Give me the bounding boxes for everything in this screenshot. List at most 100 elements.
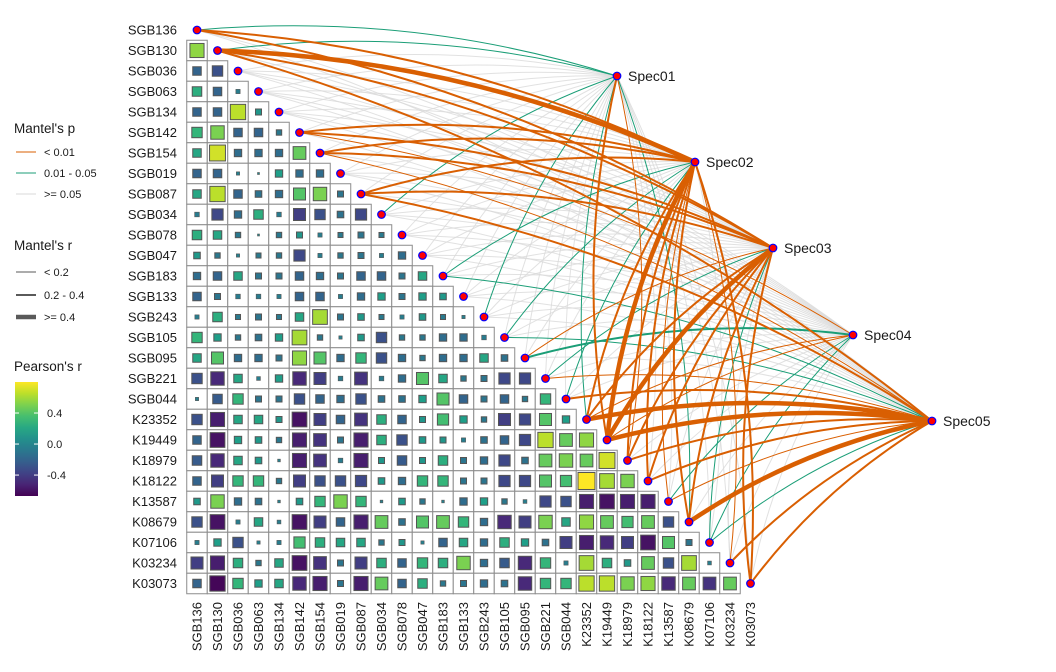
spec-label-Spec04: Spec04 <box>864 327 912 343</box>
correlation-square-K13587-SGB047 <box>419 498 426 505</box>
correlation-square-SGB154-SGB130 <box>209 144 226 162</box>
col-label-SGB130: SGB130 <box>210 602 225 651</box>
mantel-link-Spec01-SGB133 <box>463 75 618 297</box>
mantel-link-Spec05-SGB105 <box>504 336 933 422</box>
correlation-square-SGB047-SGB087 <box>357 251 365 260</box>
correlation-square-K23352-SGB105 <box>497 412 512 427</box>
mantel-link-Spec05-K03234 <box>729 420 933 564</box>
correlation-square-K03234-SGB019 <box>336 559 345 567</box>
correlation-square-SGB019-SGB063 <box>257 172 260 175</box>
mantel-link-Spec05-SGB034 <box>381 214 933 422</box>
legend-label-r-ge-04: >= 0.4 <box>44 312 75 324</box>
mantel-links <box>196 25 933 585</box>
correlation-square-K13587-K19449 <box>599 493 615 510</box>
mantel-link-Spec02-K03073 <box>694 161 754 584</box>
correlation-square-SGB221-SGB130 <box>210 371 225 386</box>
correlation-square-K03073-K18122 <box>640 575 656 592</box>
env-node-K07106 <box>705 538 714 547</box>
row-label-SGB105: SGB105 <box>128 330 177 345</box>
col-label-K13587: K13587 <box>661 602 676 647</box>
correlation-square-SGB243-SGB019 <box>336 313 345 321</box>
correlation-square-SGB044-SGB078 <box>398 395 406 403</box>
correlation-square-SGB044-SGB133 <box>458 394 469 404</box>
env-node-K03234 <box>725 558 735 568</box>
correlation-square-K18122-SGB105 <box>498 474 511 488</box>
correlation-square-K13587-SGB243 <box>479 497 489 506</box>
correlation-square-SGB133-SGB183 <box>439 292 447 301</box>
mantel-link-Spec03-SGB078 <box>401 221 774 249</box>
correlation-square-SGB183-SGB063 <box>254 272 263 280</box>
correlation-square-SGB095-SGB087 <box>355 352 367 364</box>
correlation-square-SGB044-SGB019 <box>336 394 345 404</box>
correlation-square-K13587-K18122 <box>640 493 656 510</box>
row-label-SGB078: SGB078 <box>128 228 177 243</box>
correlation-square-K19449-SGB036 <box>233 435 243 445</box>
correlation-square-K18122-SGB087 <box>354 474 368 488</box>
correlation-square-K03234-SGB134 <box>274 558 284 568</box>
env-node-SGB105 <box>500 333 509 342</box>
correlation-square-SGB047-SGB078 <box>397 251 407 260</box>
correlation-square-K03073-SGB095 <box>517 576 533 591</box>
correlation-square-SGB078-SGB063 <box>257 233 260 237</box>
mantel-link-Spec04-SGB130 <box>217 50 854 336</box>
row-label-SGB063: SGB063 <box>128 84 177 99</box>
mantel-link-Spec03-SGB036 <box>237 70 774 249</box>
row-label-K18979: K18979 <box>132 453 177 468</box>
correlation-square-SGB095-SGB183 <box>438 353 448 363</box>
correlation-square-K08679-SGB136 <box>191 516 203 528</box>
correlation-square-SGB243-SGB134 <box>275 313 283 321</box>
correlation-square-SGB044-SGB036 <box>232 393 244 405</box>
correlation-square-SGB078-SGB036 <box>234 231 242 239</box>
correlation-square-K03073-SGB036 <box>232 577 244 590</box>
mantel-link-Spec05-SGB183 <box>442 275 933 422</box>
correlation-square-K03234-SGB047 <box>416 557 429 569</box>
correlation-square-SGB133-SGB087 <box>356 292 366 301</box>
mantel-link-Spec05-K23352 <box>586 400 933 424</box>
correlation-square-K03073-SGB078 <box>397 578 407 589</box>
correlation-square-SGB087-SGB063 <box>254 190 263 198</box>
correlation-square-K18979-SGB036 <box>233 455 243 466</box>
correlation-square-K18979-SGB087 <box>353 452 369 469</box>
col-label-SGB063: SGB063 <box>251 602 266 651</box>
correlation-square-K18979-K23352 <box>579 453 594 468</box>
correlation-square-K19449-SGB136 <box>192 435 202 445</box>
correlation-square-K18122-SGB136 <box>192 476 202 486</box>
mantel-link-Spec04-K13587 <box>668 334 854 502</box>
correlation-square-K03234-SGB142 <box>291 555 308 571</box>
legend: Mantel's p < 0.01 0.01 - 0.05 >= 0.05 Ma… <box>14 121 97 496</box>
mantel-link-Spec04-SGB036 <box>237 70 854 336</box>
correlation-square-K18122-SGB063 <box>252 475 265 487</box>
env-node-SGB078 <box>397 230 407 240</box>
correlation-square-SGB183-SGB019 <box>336 272 345 280</box>
correlation-square-SGB133-SGB036 <box>235 293 241 300</box>
correlation-square-SGB095-SGB019 <box>336 353 345 363</box>
correlation-square-SGB133-SGB047 <box>418 292 427 301</box>
env-node-SGB036 <box>233 66 243 76</box>
legend-label-p-001-005: 0.01 - 0.05 <box>44 168 97 180</box>
correlation-square-SGB243-SGB036 <box>234 313 242 321</box>
col-label-K19449: K19449 <box>600 602 615 647</box>
correlation-square-SGB105-SGB243 <box>481 334 487 341</box>
correlation-square-K03073-SGB034 <box>374 576 389 591</box>
correlation-square-K08679-SGB078 <box>398 518 406 526</box>
env-node-SGB221 <box>541 374 550 383</box>
correlation-square-SGB133-SGB134 <box>276 294 282 299</box>
correlation-square-K08679-SGB095 <box>518 515 532 529</box>
correlation-square-SGB105-SGB142 <box>291 329 308 346</box>
correlation-square-K23352-SGB034 <box>376 414 387 425</box>
correlation-square-K23352-SGB243 <box>480 416 488 423</box>
correlation-square-K07106-SGB154 <box>314 537 326 548</box>
correlation-square-K03073-SGB047 <box>417 578 428 589</box>
correlation-square-SGB047-SGB142 <box>293 249 306 262</box>
env-node-SGB044 <box>561 394 571 404</box>
correlation-square-SGB154-SGB136 <box>192 148 202 158</box>
correlation-square-K08679-SGB034 <box>374 515 389 529</box>
correlation-square-SGB133-SGB154 <box>315 291 325 302</box>
mantel-link-Spec02-SGB130 <box>217 48 696 165</box>
correlation-square-SGB095-SGB243 <box>479 353 489 363</box>
correlation-square-K03234-K18122 <box>641 556 655 570</box>
correlation-square-SGB044-SGB047 <box>418 394 427 404</box>
correlation-square-SGB243-SGB034 <box>378 313 385 321</box>
correlation-square-K08679-SGB019 <box>335 517 346 527</box>
correlation-square-K03073-SGB142 <box>292 576 307 591</box>
